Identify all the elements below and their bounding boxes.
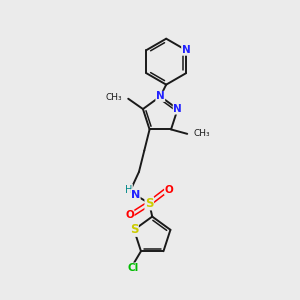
Text: N: N — [173, 104, 182, 114]
Text: Cl: Cl — [128, 263, 139, 273]
Text: O: O — [165, 184, 173, 194]
Text: N: N — [156, 92, 165, 101]
Text: CH₃: CH₃ — [105, 93, 122, 102]
Text: N: N — [182, 45, 190, 55]
Text: S: S — [130, 223, 138, 236]
Text: O: O — [125, 210, 134, 220]
Text: H: H — [125, 184, 132, 194]
Text: CH₃: CH₃ — [194, 129, 210, 138]
Text: N: N — [131, 190, 140, 200]
Text: S: S — [145, 197, 154, 210]
